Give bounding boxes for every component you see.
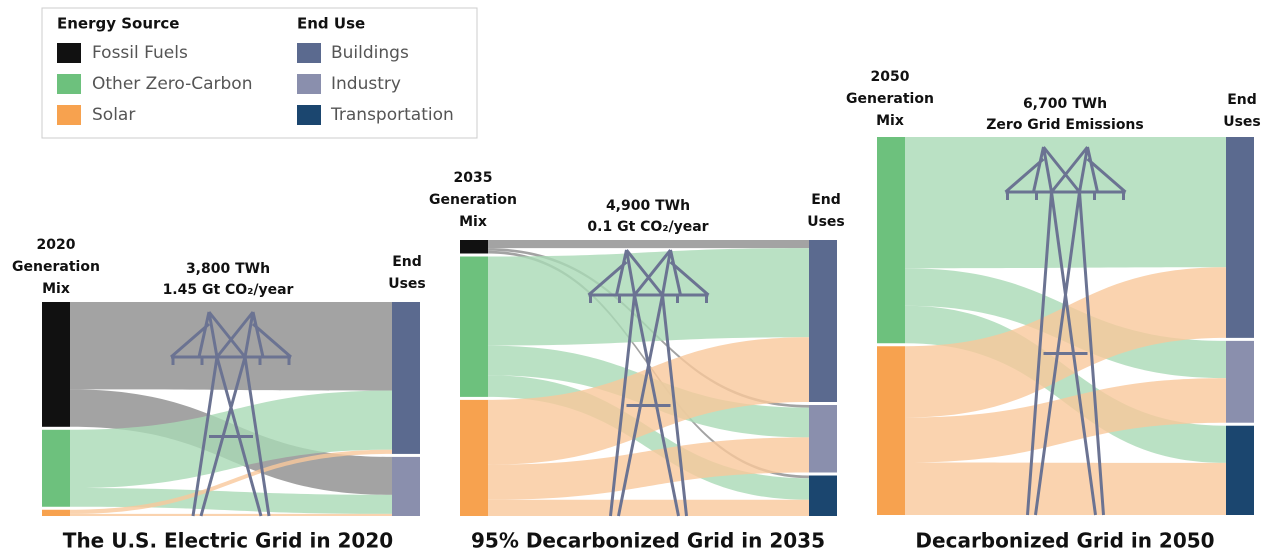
emissions-label: 1.45 Gt CO₂/year — [163, 282, 294, 298]
mix-label: Mix — [42, 281, 70, 297]
uses-label: Uses — [807, 214, 845, 230]
legend-label: Other Zero-Carbon — [92, 74, 253, 94]
flow — [905, 137, 1226, 268]
source-node — [460, 257, 488, 397]
source-node — [42, 510, 70, 516]
use-node — [1226, 341, 1254, 423]
mix-label: 2035 — [454, 170, 493, 186]
legend-swatch — [57, 43, 81, 63]
sankey-panel: 2035 Generation Mix End Uses 4,900 TWh 0.1 Gt … — [429, 170, 845, 553]
source-node — [460, 400, 488, 516]
legend-label: Solar — [92, 105, 135, 125]
panel-title: The U.S. Electric Grid in 2020 — [63, 529, 393, 553]
total-label: 3,800 TWh — [186, 261, 270, 277]
flow — [70, 302, 392, 391]
legend-swatch — [57, 74, 81, 94]
flow — [488, 248, 809, 346]
legend-label: Buildings — [331, 43, 409, 63]
flow — [488, 240, 809, 248]
legend-label: Transportation — [330, 105, 454, 125]
legend-swatch — [297, 74, 321, 94]
flow — [488, 500, 809, 516]
sankey-panel: 2020 Generation Mix End Uses 3,800 TWh 1.45 Gt… — [12, 237, 426, 553]
mix-label: Generation — [846, 91, 934, 107]
legend-swatch — [297, 105, 321, 125]
legend-title: End Use — [297, 15, 365, 33]
source-node — [460, 240, 488, 254]
legend-title: Energy Source — [57, 15, 179, 33]
mix-label: Mix — [876, 113, 904, 129]
use-node — [392, 302, 420, 454]
panel-title: 95% Decarbonized Grid in 2035 — [471, 529, 825, 553]
source-node — [42, 302, 70, 427]
mix-label: 2050 — [871, 69, 910, 85]
flow — [905, 463, 1226, 516]
diagram: Energy Source End Use Fossil Fuels Other … — [0, 0, 1273, 554]
use-node — [1226, 137, 1254, 338]
use-node — [392, 457, 420, 516]
legend-swatch — [297, 43, 321, 63]
emissions-label: Zero Grid Emissions — [986, 117, 1143, 133]
mix-label: 2020 — [37, 237, 76, 253]
use-node — [1226, 426, 1254, 515]
total-label: 4,900 TWh — [606, 198, 690, 214]
source-node — [42, 430, 70, 507]
legend-label: Fossil Fuels — [92, 43, 188, 63]
use-node — [809, 476, 837, 517]
mix-label: Mix — [459, 214, 487, 230]
legend-label: Industry — [331, 74, 401, 94]
sankey-panel: 2050 Generation Mix End Uses 6,700 TWh Zero Gr… — [846, 69, 1261, 553]
source-node — [877, 137, 905, 343]
total-label: 6,700 TWh — [1023, 96, 1107, 112]
mix-label: Generation — [12, 259, 100, 275]
legend-swatch — [57, 105, 81, 125]
source-node — [877, 346, 905, 515]
emissions-label: 0.1 Gt CO₂/year — [587, 219, 708, 235]
uses-label: End — [392, 254, 422, 270]
uses-label: End — [811, 192, 841, 208]
use-node — [809, 405, 837, 473]
uses-label: Uses — [1223, 114, 1261, 130]
panel-title: Decarbonized Grid in 2050 — [915, 529, 1214, 553]
flow — [70, 514, 392, 516]
use-node — [809, 240, 837, 402]
uses-label: Uses — [388, 276, 426, 292]
uses-label: End — [1227, 92, 1257, 108]
mix-label: Generation — [429, 192, 517, 208]
